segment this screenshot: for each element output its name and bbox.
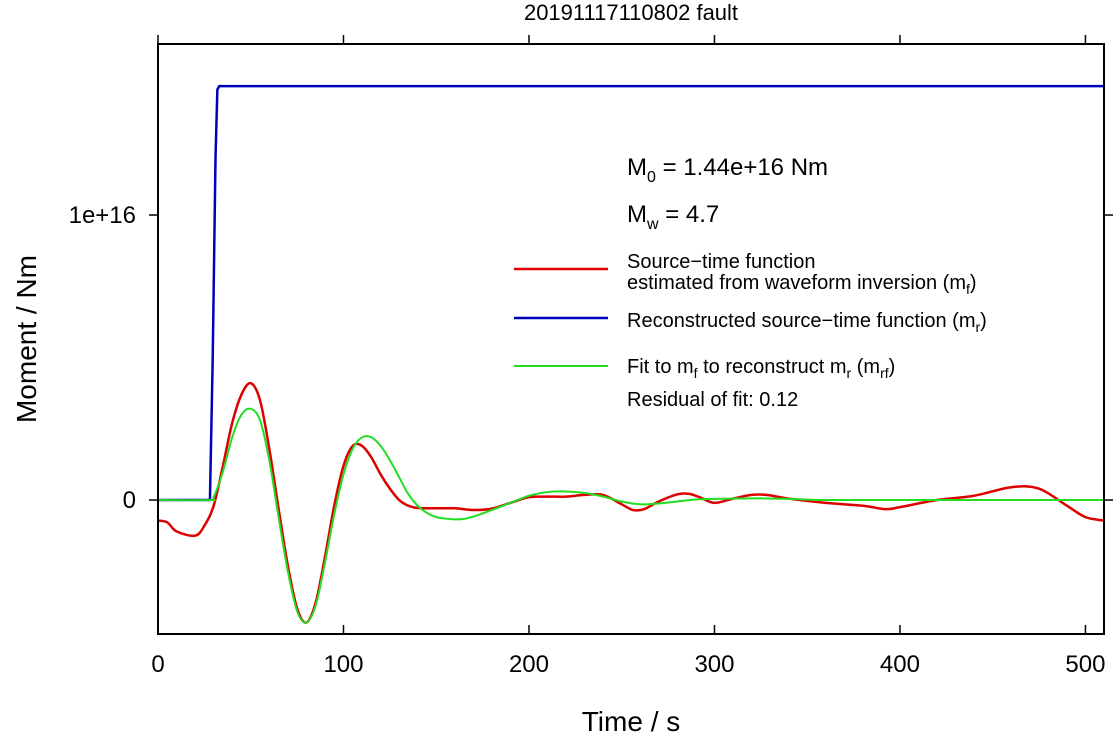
series-line-mrf	[157, 407, 1104, 624]
y-tick-label: 0	[123, 487, 136, 514]
x-tick-label: 400	[880, 651, 920, 678]
x-tick-label: 0	[151, 651, 164, 678]
legend-label-mr: Reconstructed source−time function (mr)	[627, 310, 987, 335]
x-axis-label: Time / s	[582, 706, 681, 736]
x-tick-label: 500	[1065, 651, 1105, 678]
legend-label-mrf: Fit to mf to reconstruct mr (mrf)	[627, 356, 895, 381]
residual-annotation: Residual of fit: 0.12	[627, 389, 798, 411]
legend: Source−time function estimated from wave…	[514, 251, 987, 411]
x-tick-label: 300	[694, 651, 734, 678]
legend-label-mf-line1: Source−time function	[627, 251, 815, 273]
axis-ticks: 0 100 200 300 400 500 0 1e+16	[69, 35, 1113, 678]
x-tick-label: 100	[323, 651, 363, 678]
x-tick-label: 200	[509, 651, 549, 678]
plot-frame	[157, 43, 1105, 635]
plot-lines	[157, 84, 1105, 624]
m0-annotation: M0 = 1.44e+16 Nm	[627, 154, 828, 186]
legend-label-mf-line2: estimated from waveform inversion (mf)	[627, 272, 977, 297]
series-line-mf	[157, 381, 1105, 624]
y-tick-label: 1e+16	[69, 202, 136, 229]
y-axis-label: Moment / Nm	[11, 255, 42, 423]
mw-annotation: Mw = 4.7	[627, 201, 719, 233]
chart-title: 20191117110802 fault	[524, 0, 738, 25]
